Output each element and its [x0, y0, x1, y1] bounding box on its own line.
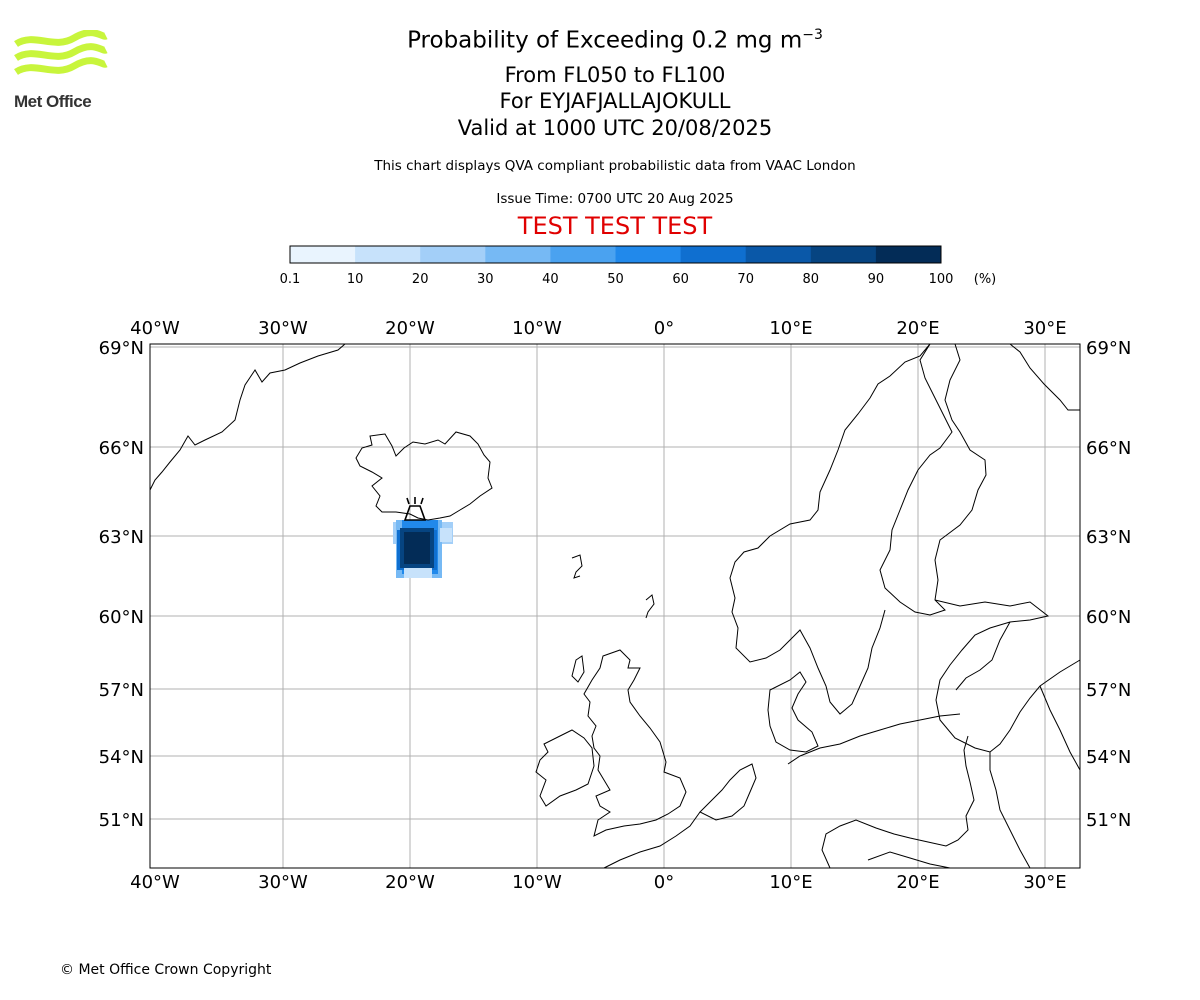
colorbar-tick-label: 80 — [803, 272, 820, 287]
lat-label-left: 66°N — [99, 438, 144, 459]
lon-label-top: 10°W — [512, 318, 562, 339]
colorbar-cell — [290, 246, 356, 263]
copyright: © Met Office Crown Copyright — [60, 962, 272, 978]
lat-label-left: 51°N — [99, 810, 144, 831]
colorbar-tick-label: 20 — [412, 272, 429, 287]
colorbar-cell — [420, 246, 486, 263]
chart-title: Probability of Exceeding 0.2 mg m−3 — [330, 27, 900, 54]
colorbar-unit: (%) — [974, 272, 997, 287]
lat-label-left: 54°N — [99, 747, 144, 768]
lon-label-top: 30°E — [1023, 318, 1066, 339]
level-range: From FL050 to FL100 — [504, 63, 726, 87]
colorbar-cell — [355, 246, 421, 263]
lon-label-bottom: 40°W — [130, 872, 180, 893]
volcano-name: For EYJAFJALLAJOKULL — [499, 89, 731, 113]
gridlines — [150, 344, 1080, 868]
lat-label-left: 57°N — [99, 680, 144, 701]
issue-time: Issue Time: 0700 UTC 20 Aug 2025 — [496, 191, 734, 207]
colorbar-cell — [680, 246, 747, 263]
logo-text: Met Office — [14, 92, 92, 111]
lat-label-left: 69°N — [99, 338, 144, 359]
met-office-logo-icon — [14, 30, 108, 76]
colorbar-cell — [485, 246, 551, 263]
colorbar-tick-label: 10 — [347, 272, 364, 287]
map-area — [150, 344, 1080, 868]
lon-label-bottom: 20°E — [896, 872, 939, 893]
ash-probability-field — [393, 520, 453, 578]
colorbar-tick-label: 0.1 — [280, 272, 301, 287]
lat-label-right: 54°N — [1086, 747, 1131, 768]
lon-label-top: 20°E — [896, 318, 939, 339]
colorbar-cell — [810, 246, 877, 263]
colorbar-cell — [745, 246, 812, 263]
lon-label-top: 40°W — [130, 318, 180, 339]
colorbar-tick-label: 40 — [542, 272, 559, 287]
map-frame — [149, 343, 1081, 869]
lat-label-right: 69°N — [1086, 338, 1131, 359]
volcano-icon — [403, 497, 427, 521]
chart-subtitle: This chart displays QVA compliant probab… — [374, 158, 856, 174]
colorbar-tick-label: 100 — [929, 272, 954, 287]
test-banner: TEST TEST TEST — [517, 212, 713, 240]
colorbar-tick-label: 90 — [868, 272, 885, 287]
colorbar: 0.1 10 20 30 40 50 60 70 80 90 100 (%) — [280, 245, 997, 287]
lat-label-right: 63°N — [1086, 527, 1131, 548]
colorbar-cell — [550, 246, 616, 263]
lon-label-top: 10°E — [769, 318, 812, 339]
lon-label-bottom: 30°W — [258, 872, 308, 893]
valid-time: Valid at 1000 UTC 20/08/2025 — [457, 116, 773, 140]
lat-label-left: 63°N — [99, 527, 144, 548]
title-exponent: −3 — [802, 27, 823, 43]
lat-label-left: 60°N — [99, 607, 144, 628]
title-main: Probability of Exceeding 0.2 mg m — [407, 27, 803, 54]
colorbar-cell — [875, 246, 942, 263]
colorbar-tick-label: 50 — [607, 272, 624, 287]
coastlines — [149, 343, 1081, 869]
colorbar-tick-label: 60 — [672, 272, 689, 287]
colorbar-tick-label: 30 — [477, 272, 494, 287]
lat-label-right: 66°N — [1086, 438, 1131, 459]
lon-label-bottom: 10°E — [769, 872, 812, 893]
lat-label-right: 60°N — [1086, 607, 1131, 628]
lon-label-bottom: 20°W — [385, 872, 435, 893]
lon-label-top: 30°W — [258, 318, 308, 339]
colorbar-tick-label: 70 — [737, 272, 754, 287]
lon-label-bottom: 0° — [654, 872, 674, 893]
lon-label-bottom: 10°W — [512, 872, 562, 893]
lon-label-bottom: 30°E — [1023, 872, 1066, 893]
lon-label-top: 20°W — [385, 318, 435, 339]
lon-label-top: 0° — [654, 318, 674, 339]
colorbar-cell — [615, 246, 682, 263]
lat-label-right: 57°N — [1086, 680, 1131, 701]
lat-label-right: 51°N — [1086, 810, 1131, 831]
